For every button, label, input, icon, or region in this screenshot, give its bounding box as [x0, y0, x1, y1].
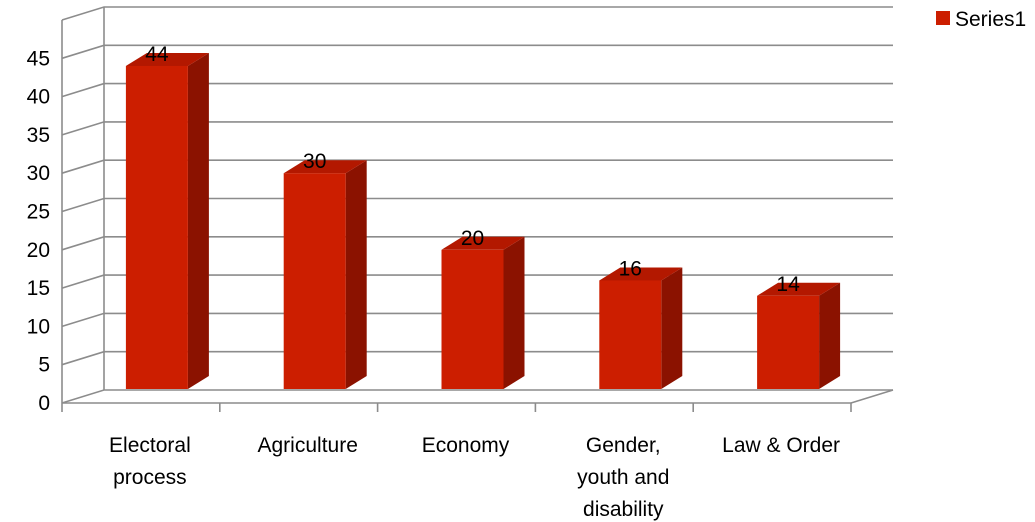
bar-top	[441, 236, 525, 250]
bar-front	[757, 295, 820, 389]
category-label: Economy	[422, 434, 510, 457]
bar-front	[599, 280, 662, 389]
y-tick-label: 45	[27, 47, 50, 70]
legend-item: Series1	[936, 8, 1026, 31]
y-tick-label: 25	[27, 201, 50, 224]
y-tick-label: 10	[27, 315, 50, 338]
bar-side	[187, 52, 209, 390]
bar	[757, 282, 841, 389]
bar-top	[283, 160, 367, 174]
bar-top	[757, 282, 841, 296]
bar-front	[441, 249, 504, 389]
bar-top	[125, 52, 209, 66]
bar	[441, 236, 525, 389]
category-label: Gender, youth and disability	[577, 434, 669, 521]
bar	[125, 52, 209, 390]
bar	[599, 267, 683, 389]
bar-side	[503, 236, 525, 389]
data-label: 20	[461, 227, 484, 250]
bar-side	[819, 282, 841, 389]
data-label: 14	[776, 273, 800, 296]
y-tick-label: 20	[27, 239, 50, 262]
y-tick-label: 35	[27, 124, 50, 147]
bars	[125, 52, 841, 390]
y-tick-label: 5	[38, 354, 50, 377]
data-label: 30	[303, 150, 326, 173]
data-label: 44	[145, 43, 169, 66]
category-label: Law & Order	[722, 434, 840, 457]
axes	[61, 7, 894, 412]
legend-swatch	[936, 11, 950, 25]
y-tick-label: 30	[27, 162, 50, 185]
floor-right-edge	[850, 389, 894, 404]
category-label: Agriculture	[258, 434, 358, 457]
bar-side	[345, 160, 367, 389]
y-tick-label: 15	[27, 277, 50, 300]
bar-top	[599, 267, 683, 281]
y-tick-label: 0	[38, 392, 50, 415]
bar	[283, 160, 367, 389]
gridline	[61, 6, 893, 21]
legend-label: Series1	[955, 8, 1026, 31]
bar-side	[661, 267, 683, 389]
labels: 0 5 10 15 20 25 30 35 40 45 44 30 20 16 14 Electoral pro…	[27, 43, 840, 521]
y-tick-label: 40	[27, 86, 50, 109]
legend: Series1	[936, 8, 1026, 31]
category-label: Electoral process	[109, 434, 191, 489]
bar-front	[125, 65, 188, 390]
bar-front	[283, 173, 346, 389]
gridline	[61, 389, 893, 404]
data-label: 16	[619, 257, 642, 280]
